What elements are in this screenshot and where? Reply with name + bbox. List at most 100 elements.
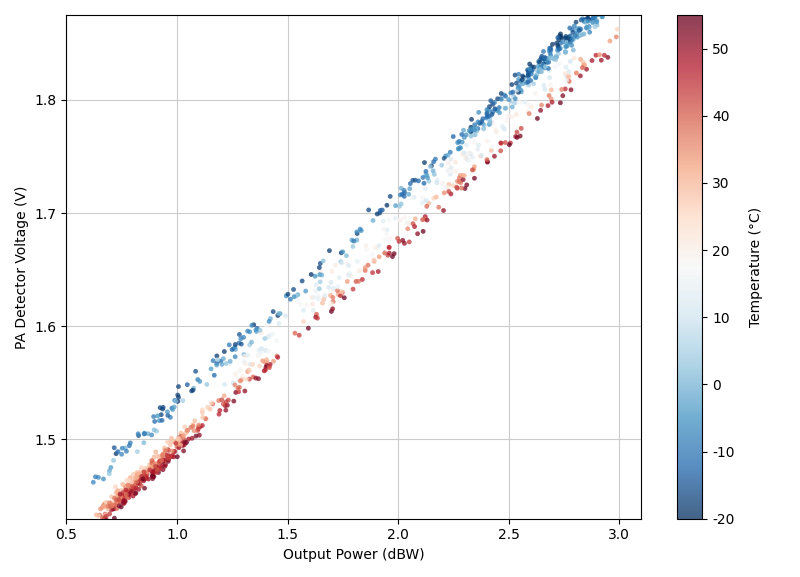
Point bbox=[430, 192, 442, 201]
Point bbox=[494, 146, 507, 155]
Point bbox=[378, 248, 391, 257]
Point bbox=[510, 132, 522, 141]
Point bbox=[104, 502, 117, 511]
Point bbox=[394, 183, 407, 193]
Point bbox=[98, 514, 111, 523]
Point bbox=[250, 327, 263, 336]
Point bbox=[542, 58, 555, 67]
Point bbox=[293, 331, 306, 340]
Point bbox=[146, 470, 159, 479]
Point bbox=[451, 138, 464, 147]
Point bbox=[594, 2, 607, 11]
Point bbox=[138, 467, 150, 477]
Point bbox=[149, 460, 162, 469]
Point bbox=[136, 472, 149, 481]
Point bbox=[548, 54, 561, 63]
Point bbox=[138, 471, 151, 481]
Point bbox=[467, 165, 480, 174]
Point bbox=[259, 358, 272, 367]
Point bbox=[457, 175, 470, 184]
Point bbox=[111, 447, 124, 456]
Point bbox=[578, 60, 591, 69]
Point bbox=[571, 24, 584, 33]
Point bbox=[402, 189, 414, 198]
Point bbox=[468, 125, 481, 134]
Point bbox=[483, 117, 496, 126]
Point bbox=[554, 32, 567, 41]
Point bbox=[229, 352, 242, 361]
Point bbox=[146, 472, 159, 481]
Point bbox=[325, 278, 338, 287]
Point bbox=[194, 377, 206, 386]
Point bbox=[162, 454, 175, 463]
Point bbox=[345, 271, 358, 280]
Point bbox=[266, 329, 279, 339]
Point bbox=[147, 412, 160, 421]
Point bbox=[179, 429, 192, 438]
Point bbox=[115, 503, 128, 512]
Point bbox=[589, 5, 602, 14]
Point bbox=[104, 500, 117, 509]
Point bbox=[172, 393, 185, 402]
Point bbox=[593, 50, 606, 59]
Point bbox=[120, 489, 133, 498]
Point bbox=[146, 465, 159, 474]
Point bbox=[436, 179, 449, 188]
Point bbox=[217, 399, 230, 409]
Point bbox=[453, 177, 466, 186]
Point bbox=[538, 59, 550, 69]
Point bbox=[126, 483, 139, 492]
Point bbox=[441, 183, 454, 192]
Point bbox=[157, 403, 170, 412]
Point bbox=[334, 257, 347, 267]
Point bbox=[98, 502, 110, 511]
Point bbox=[116, 444, 129, 453]
Point bbox=[590, 17, 603, 26]
Point bbox=[130, 472, 143, 481]
Point bbox=[165, 437, 178, 447]
Point bbox=[578, 17, 590, 26]
Point bbox=[480, 114, 493, 123]
Point bbox=[110, 504, 123, 513]
Point bbox=[614, 0, 627, 4]
Point bbox=[150, 447, 162, 456]
Point bbox=[325, 307, 338, 316]
Point bbox=[535, 67, 548, 76]
Point bbox=[187, 384, 200, 393]
Point bbox=[142, 466, 154, 475]
Point bbox=[262, 332, 274, 342]
Point bbox=[147, 472, 160, 481]
Point bbox=[542, 101, 554, 110]
Point bbox=[538, 85, 551, 94]
Point bbox=[233, 383, 246, 392]
Point bbox=[539, 55, 552, 65]
Point bbox=[122, 475, 135, 484]
Point bbox=[156, 450, 169, 459]
Point bbox=[118, 496, 130, 505]
Point bbox=[174, 429, 187, 438]
Point bbox=[313, 284, 326, 293]
Point bbox=[432, 203, 445, 212]
Point bbox=[107, 456, 120, 465]
Point bbox=[171, 391, 184, 400]
Point bbox=[550, 39, 563, 48]
Point bbox=[457, 126, 470, 135]
Point bbox=[210, 358, 223, 368]
Point bbox=[273, 319, 286, 328]
Point bbox=[564, 57, 577, 66]
Point bbox=[172, 440, 185, 449]
Point bbox=[125, 486, 138, 496]
Point bbox=[403, 184, 416, 193]
Point bbox=[420, 202, 433, 211]
Point bbox=[150, 459, 162, 469]
Point bbox=[212, 396, 225, 405]
Point bbox=[176, 396, 189, 405]
Point bbox=[106, 501, 118, 510]
Point bbox=[336, 288, 349, 297]
Point bbox=[586, 18, 599, 27]
Point bbox=[564, 33, 577, 42]
Point bbox=[369, 243, 382, 253]
Point bbox=[130, 469, 143, 478]
Point bbox=[145, 459, 158, 468]
Point bbox=[538, 55, 550, 64]
